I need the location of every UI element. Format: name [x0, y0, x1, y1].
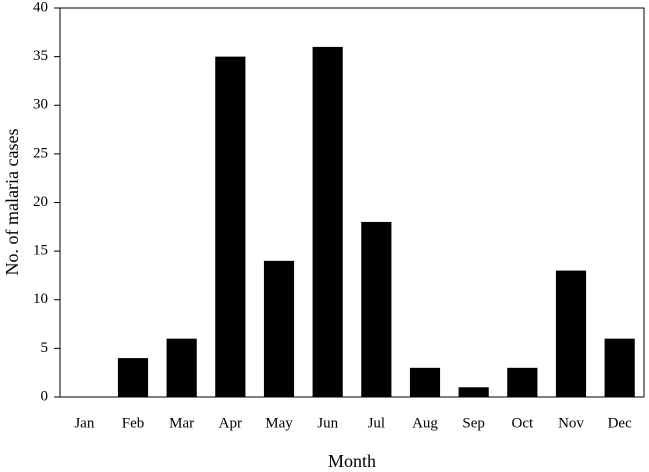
bar	[215, 56, 246, 397]
x-tick-label: Apr	[219, 415, 242, 431]
x-tick-label: May	[265, 415, 293, 431]
x-tick-label: Oct	[511, 415, 533, 431]
x-tick-label: Sep	[462, 415, 485, 431]
x-tick-label: Nov	[558, 415, 584, 431]
x-tick-label: Mar	[169, 415, 194, 431]
y-tick-label: 40	[33, 0, 48, 15]
y-tick-label: 15	[33, 243, 48, 259]
x-tick-label: Aug	[412, 415, 438, 431]
bar	[555, 270, 587, 397]
y-tick-label: 25	[33, 145, 48, 161]
y-axis-title: No. of malaria cases	[2, 129, 22, 276]
bar	[117, 358, 149, 397]
x-tick-label: Jul	[368, 415, 386, 431]
y-tick-label: 10	[33, 291, 48, 307]
x-tick-label: Feb	[122, 415, 145, 431]
bar	[409, 367, 441, 397]
bar	[312, 46, 343, 398]
bar	[361, 221, 392, 397]
y-tick-label: 35	[33, 48, 48, 64]
y-tick-label: 0	[41, 388, 49, 404]
bar	[507, 367, 538, 397]
x-tick-label: Dec	[608, 415, 632, 431]
x-axis-title: Month	[328, 451, 376, 471]
y-tick-label: 5	[41, 340, 49, 356]
bar	[166, 338, 197, 397]
bar	[263, 260, 295, 397]
x-tick-label: Jun	[317, 415, 338, 431]
bar	[458, 387, 489, 397]
y-tick-label: 20	[33, 194, 48, 210]
x-tick-label: Jan	[74, 415, 94, 431]
y-tick-label: 30	[33, 97, 48, 113]
bar	[604, 338, 635, 397]
